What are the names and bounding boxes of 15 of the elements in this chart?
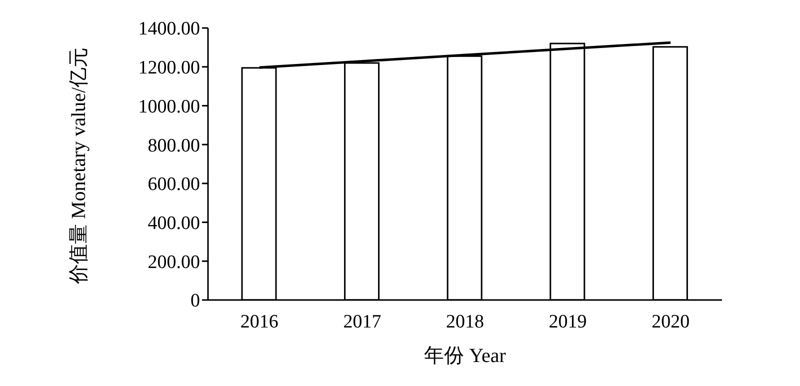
x-axis-title: 年份 Year	[424, 345, 506, 367]
y-tick-label: 1000.00	[138, 96, 200, 118]
y-tick-label: 1200.00	[138, 58, 200, 79]
x-tick-label: 2019	[548, 311, 587, 332]
x-tick-label: 2017	[343, 311, 382, 332]
x-tick-label: 2018	[446, 311, 484, 332]
y-tick-label: 800.00	[148, 135, 200, 156]
y-tick-label: 600.00	[148, 174, 200, 196]
y-tick-label: 1400.00	[138, 18, 200, 40]
x-tick-label: 2016	[240, 311, 278, 332]
y-tick-label: 0	[190, 290, 200, 312]
y-axis-title: 价值量 Monetary value/亿元	[68, 47, 90, 285]
y-tick-label: 200.00	[148, 252, 200, 273]
y-tick-label: 400.00	[148, 213, 200, 234]
x-tick-label: 2020	[652, 311, 690, 332]
